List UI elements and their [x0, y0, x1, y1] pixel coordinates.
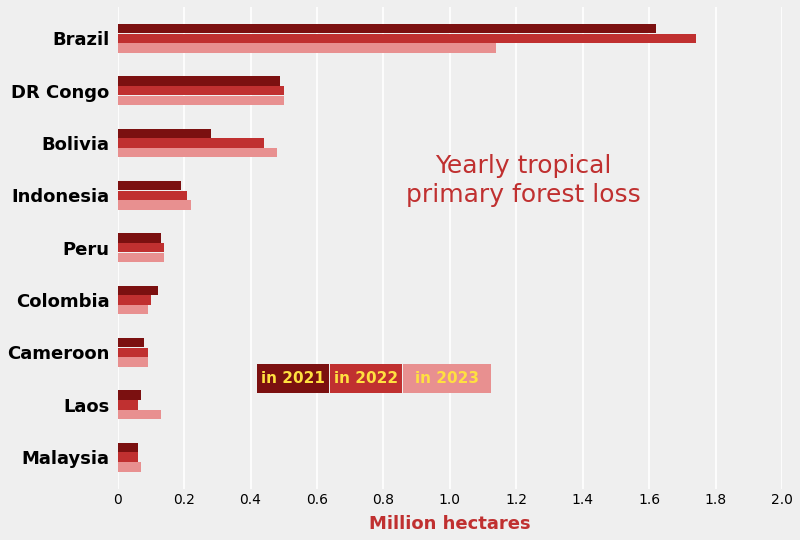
- Bar: [118, 295, 151, 305]
- Bar: [118, 305, 147, 314]
- Bar: [118, 43, 496, 53]
- Bar: [118, 243, 164, 253]
- Bar: [118, 286, 158, 295]
- Bar: [118, 233, 161, 243]
- FancyBboxPatch shape: [330, 364, 402, 393]
- Bar: [118, 129, 210, 138]
- Bar: [118, 191, 187, 200]
- Text: in 2023: in 2023: [415, 371, 479, 386]
- Text: in 2022: in 2022: [334, 371, 398, 386]
- FancyBboxPatch shape: [257, 364, 329, 393]
- Bar: [118, 253, 164, 262]
- Bar: [118, 348, 147, 357]
- Bar: [118, 33, 696, 43]
- Bar: [118, 138, 264, 148]
- Bar: [118, 453, 138, 462]
- Bar: [118, 443, 138, 452]
- Bar: [118, 148, 277, 158]
- Bar: [118, 200, 190, 210]
- Text: in 2021: in 2021: [261, 371, 325, 386]
- Bar: [118, 181, 181, 191]
- Bar: [118, 24, 656, 33]
- Bar: [118, 86, 284, 96]
- X-axis label: Million hectares: Million hectares: [369, 515, 530, 533]
- Bar: [118, 96, 284, 105]
- Bar: [118, 357, 147, 367]
- Text: Yearly tropical
primary forest loss: Yearly tropical primary forest loss: [406, 153, 640, 207]
- Bar: [118, 338, 144, 347]
- FancyBboxPatch shape: [403, 364, 491, 393]
- Bar: [118, 410, 161, 419]
- Bar: [118, 76, 281, 86]
- Bar: [118, 390, 141, 400]
- Bar: [118, 462, 141, 471]
- Bar: [118, 400, 138, 409]
